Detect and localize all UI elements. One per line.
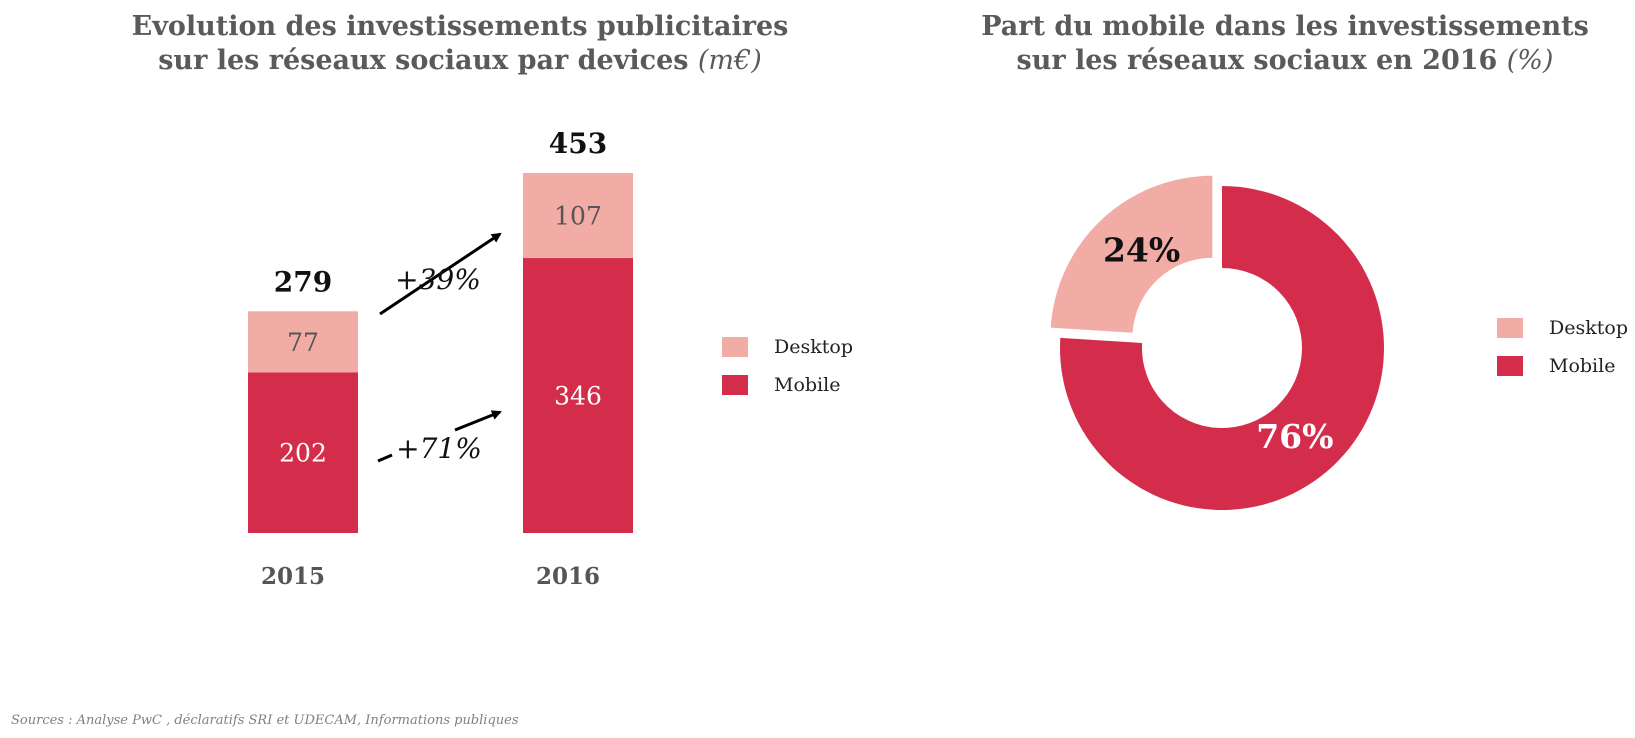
desktop-growth-arrow-line <box>379 232 502 316</box>
legend-swatch-desktop <box>1497 318 1523 338</box>
right-title-unit: (%) <box>1506 45 1554 76</box>
donut-slice-desktop <box>1050 175 1213 333</box>
donut-label-desktop: 24% <box>1103 231 1180 270</box>
right-legend: Desktop Mobile <box>1497 309 1628 385</box>
x-tick-label-2016: 2016 <box>536 563 600 590</box>
donut-slice-mobile <box>1060 186 1384 510</box>
desktop-growth-label: +39% <box>395 263 481 296</box>
legend-swatch-desktop <box>722 337 748 357</box>
legend-item-desktop: Desktop <box>722 328 853 366</box>
bar-mobile-2016 <box>523 258 633 533</box>
mobile-growth-arrow-line <box>454 410 502 432</box>
left-title-line2: sur les réseaux sociaux par devices <box>158 45 689 76</box>
stacked-bar-chart: 202 77 279 2015 346 107 453 2016 <box>248 127 633 590</box>
legend-swatch-mobile <box>1497 356 1523 376</box>
bar-mobile-2015 <box>248 372 358 533</box>
legend-label-desktop: Desktop <box>774 336 853 358</box>
bar-value-label-mobile-2015: 202 <box>279 439 327 468</box>
source-note: Sources : Analyse PwC , déclaratifs SRI … <box>11 713 519 728</box>
bar-desktop-2015 <box>248 311 358 373</box>
bar-desktop-2016 <box>523 173 633 259</box>
right-title-line1: Part du mobile dans les investissements <box>981 11 1589 42</box>
x-tick-label-2015: 2015 <box>261 563 325 590</box>
legend-label-mobile: Mobile <box>1549 355 1616 377</box>
left-title-line1: Evolution des investissements publicitai… <box>131 11 789 42</box>
right-title-line2: sur les réseaux sociaux en 2016 <box>1016 45 1498 76</box>
legend-item-mobile: Mobile <box>722 366 853 404</box>
bar-total-label-2016: 453 <box>549 127 607 160</box>
legend-label-mobile: Mobile <box>774 374 841 396</box>
bar-value-label-desktop-2016: 107 <box>554 202 602 231</box>
growth-arrows: +39% +71% <box>377 232 502 465</box>
legend-label-desktop: Desktop <box>1549 317 1628 339</box>
mobile-growth-label: +71% <box>396 432 482 465</box>
left-chart-title: Evolution des investissements publicitai… <box>100 10 820 78</box>
right-chart-title: Part du mobile dans les investissements … <box>950 10 1620 78</box>
left-legend: Desktop Mobile <box>722 328 853 404</box>
bar-total-label-2015: 279 <box>274 265 332 298</box>
bar-value-label-mobile-2016: 346 <box>554 382 602 411</box>
legend-swatch-mobile <box>722 375 748 395</box>
bar-value-label-desktop-2015: 77 <box>287 328 319 357</box>
donut-label-mobile: 76% <box>1256 417 1333 456</box>
donut-chart: 76% 24% <box>1050 175 1384 510</box>
mobile-growth-arrow-dash <box>377 453 393 463</box>
legend-item-mobile: Mobile <box>1497 347 1628 385</box>
legend-item-desktop: Desktop <box>1497 309 1628 347</box>
left-title-unit: (m€) <box>697 45 762 76</box>
